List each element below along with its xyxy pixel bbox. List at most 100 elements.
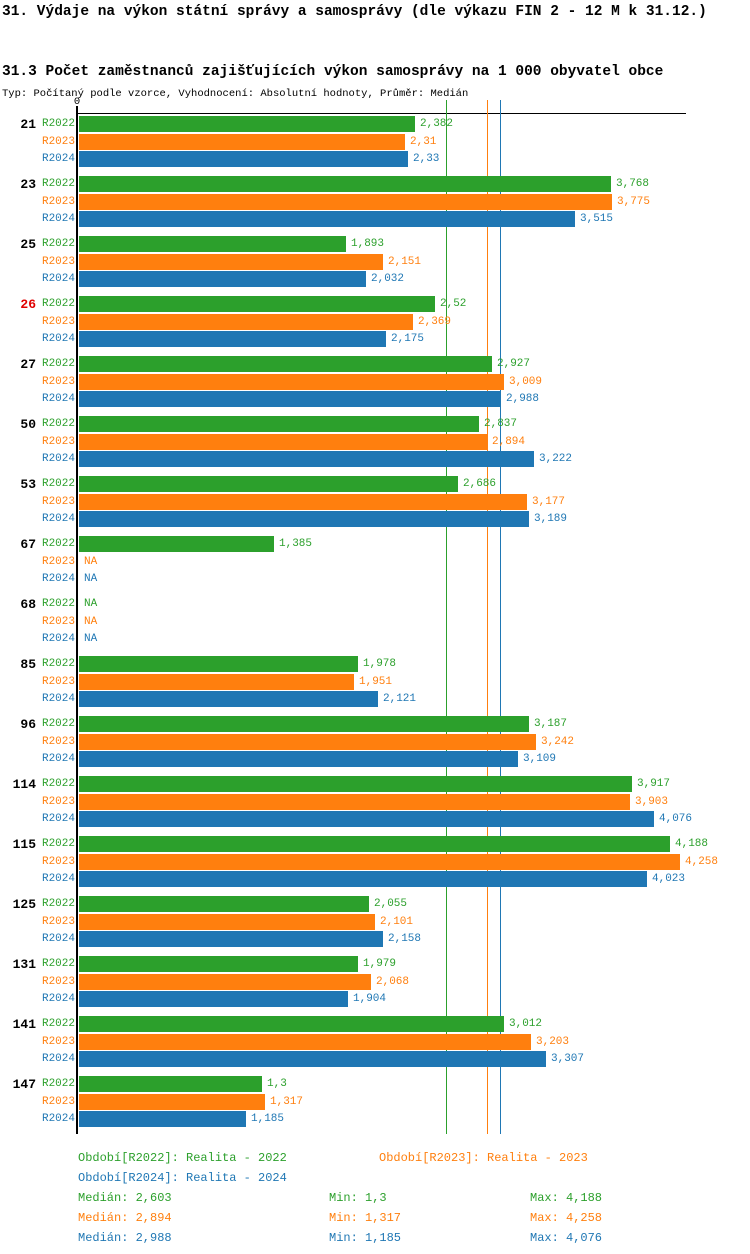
stat-min-r2024: Min: 1,185 [329,1231,402,1245]
value-label: 2,837 [484,418,518,430]
row-label-r2023: R2023 [41,555,75,568]
value-label: 2,175 [391,333,425,345]
row-label-r2024: R2024 [41,573,75,585]
report-title: 31. Výdaje na výkon státní správy a samo… [2,4,707,20]
row-label-r2022: R2022 [41,658,75,670]
group-label: 131 [12,957,36,972]
row-label-r2024: R2024 [41,453,75,465]
value-label: 3,307 [551,1053,585,1065]
value-label: 3,222 [539,453,573,465]
value-label: 2,927 [497,358,531,370]
value-label: 2,158 [388,933,422,945]
bar-r2022 [79,176,611,192]
group-label: 125 [12,897,36,912]
bar-r2023 [79,253,383,270]
row-label-r2023: R2023 [41,135,75,148]
stat-max-r2024: Max: 4,076 [530,1231,603,1245]
value-label: 4,188 [675,838,709,850]
bar-r2023 [79,193,612,210]
bar-r2022 [79,656,358,672]
value-label: 3,515 [580,213,614,225]
row-label-r2023: R2023 [41,855,75,868]
row-label-r2024: R2024 [41,633,75,645]
na-label: NA [84,573,98,585]
row-label-r2022: R2022 [41,478,75,490]
bar-r2024 [79,391,501,407]
row-label-r2022: R2022 [41,178,75,190]
row-label-r2023: R2023 [41,915,75,928]
bar-r2022 [79,776,632,792]
row-label-r2023: R2023 [41,315,75,328]
value-label: 2,121 [383,693,417,705]
value-label: 1,978 [363,658,397,670]
bar-r2022 [79,836,670,852]
value-label: 2,33 [413,153,440,165]
na-label: NA [84,615,98,628]
median-line-r2023 [486,100,489,1134]
value-label: 4,023 [652,873,686,885]
bar-r2023 [79,1033,531,1050]
bar-r2022 [79,236,346,252]
bar-r2023 [79,433,487,450]
row-label-r2022: R2022 [41,598,75,610]
group-label: 67 [20,537,36,552]
group-label: 147 [12,1077,36,1092]
bar-r2024 [79,1051,546,1067]
bar-r2023 [79,793,630,810]
value-label: 4,076 [659,813,693,825]
median-line-r2022 [445,100,448,1134]
stat-max-r2022: Max: 4,188 [530,1191,603,1205]
row-label-r2024: R2024 [41,693,75,705]
chart-meta-line: Typ: Počítaný podle vzorce, Vyhodnocení:… [2,88,469,100]
row-label-r2024: R2024 [41,333,75,345]
group-label: 53 [20,477,36,492]
row-label-r2024: R2024 [41,513,75,525]
value-label: 2,31 [410,135,437,148]
row-label-r2023: R2023 [41,735,75,748]
group-label: 114 [12,777,36,792]
value-label: 3,009 [509,375,543,388]
bar-r2024 [79,811,654,827]
bar-r2023 [79,1093,265,1110]
bar-r2023 [79,913,375,930]
bar-r2024 [79,991,348,1007]
row-label-r2024: R2024 [41,933,75,945]
bar-r2022 [79,716,529,732]
row-label-r2024: R2024 [41,873,75,885]
bar-r2022 [79,116,415,132]
bar-r2022 [79,476,458,492]
value-label: 3,242 [541,735,575,748]
value-label: 2,988 [506,393,540,405]
bar-r2022 [79,896,369,912]
row-label-r2023: R2023 [41,195,75,208]
row-label-r2023: R2023 [41,255,75,268]
value-label: 2,068 [376,975,410,988]
row-label-r2023: R2023 [41,1035,75,1048]
median-line-r2024 [499,100,502,1134]
value-label: 3,775 [617,195,651,208]
row-label-r2023: R2023 [41,495,75,508]
bar-r2022 [79,416,479,432]
value-label: 1,904 [353,993,387,1005]
row-label-r2022: R2022 [41,538,75,550]
y-axis-line [76,106,78,1134]
na-label: NA [84,555,98,568]
bar-r2024 [79,931,383,947]
value-label: 2,894 [492,435,526,448]
row-label-r2022: R2022 [41,778,75,790]
group-label: 141 [12,1017,36,1032]
x-axis-zero-label: 0 [73,96,81,108]
group-label: 25 [20,237,36,252]
bar-r2023 [79,673,354,690]
row-label-r2022: R2022 [41,418,75,430]
group-label: 115 [12,837,36,852]
value-label: 1,317 [270,1095,304,1108]
row-label-r2022: R2022 [41,718,75,730]
bar-r2023 [79,733,536,750]
row-label-r2023: R2023 [41,795,75,808]
value-label: 3,903 [635,795,669,808]
bar-r2024 [79,151,408,167]
stat-median-r2024: Medián: 2,988 [78,1231,172,1245]
value-label: 2,055 [374,898,408,910]
value-label: 1,3 [267,1078,287,1090]
